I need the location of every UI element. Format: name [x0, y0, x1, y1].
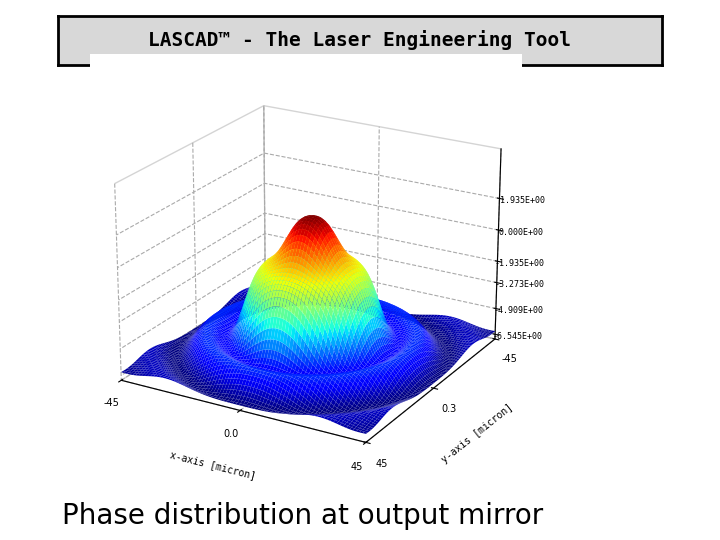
Text: Phase distribution at output mirror: Phase distribution at output mirror: [62, 502, 543, 530]
Text: LASCAD™ - The Laser Engineering Tool: LASCAD™ - The Laser Engineering Tool: [148, 30, 572, 51]
Y-axis label: y-axis [micron]: y-axis [micron]: [440, 402, 516, 465]
X-axis label: x-axis [micron]: x-axis [micron]: [169, 449, 257, 481]
